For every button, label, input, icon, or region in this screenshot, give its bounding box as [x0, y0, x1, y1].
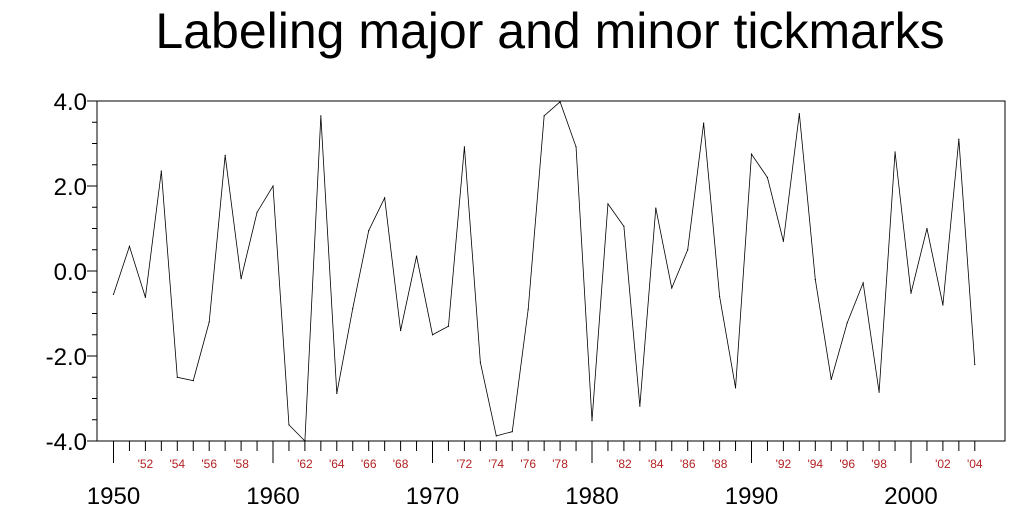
- chart-title: Labeling major and minor tickmarks: [155, 3, 945, 59]
- x-minor-tick-label: '62: [297, 457, 313, 471]
- data-point: [734, 387, 737, 389]
- data-point: [463, 146, 465, 148]
- plot-frame: [96, 100, 1006, 442]
- data-point: [878, 391, 880, 393]
- data-point: [479, 361, 481, 363]
- data-point: [862, 282, 864, 284]
- data-point: [942, 304, 944, 306]
- x-minor-tick-label: '72: [457, 457, 473, 471]
- data-point: [176, 376, 178, 378]
- x-major-tick-label: 1990: [725, 483, 778, 510]
- x-minor-tick-label: '52: [138, 457, 154, 471]
- y-tick-label: 2.0: [54, 174, 87, 201]
- x-minor-tick-label: '68: [393, 457, 409, 471]
- x-axis: 1950 1960 1970 1980 1990 2000 '52 '54 '56 '58 '62 '…: [87, 441, 983, 510]
- data-point: [798, 113, 800, 115]
- data-point: [352, 307, 354, 309]
- data-point: [384, 197, 386, 199]
- x-minor-tick-label: '96: [839, 457, 855, 471]
- x-minor-tick-label: '76: [520, 457, 536, 471]
- x-major-tick-label: 1950: [87, 483, 140, 510]
- data-point: [559, 101, 561, 103]
- data-point: [208, 321, 210, 323]
- data-point: [894, 151, 896, 153]
- y-tick-label: 4.0: [54, 89, 87, 116]
- data-point: [320, 115, 322, 117]
- data-point: [607, 203, 609, 205]
- data-point: [240, 278, 242, 280]
- data-point: [224, 154, 226, 156]
- data-point: [687, 249, 689, 251]
- data-point: [671, 287, 673, 289]
- data-point: [814, 278, 816, 281]
- data-point: [974, 363, 976, 366]
- data-point: [703, 122, 705, 124]
- data-point: [400, 329, 402, 332]
- data-point: [719, 295, 721, 298]
- y-tick-label: 0.0: [54, 259, 87, 286]
- x-minor-tick-label: '74: [488, 457, 504, 471]
- x-minor-tick-label: '54: [169, 457, 185, 471]
- data-point: [415, 255, 418, 257]
- data-point: [910, 292, 912, 294]
- x-minor-tick-label: '88: [712, 457, 728, 471]
- x-minor-tick-label: '56: [201, 457, 217, 471]
- data-point: [766, 176, 769, 179]
- data-point: [639, 405, 641, 407]
- y-tick-label: -2.0: [46, 344, 87, 371]
- data-point: [926, 227, 928, 230]
- x-minor-tick-label: '86: [680, 457, 696, 471]
- data-point: [368, 230, 370, 232]
- x-minor-tick-label: '04: [967, 457, 983, 471]
- x-minor-tick-label: '02: [935, 457, 951, 471]
- data-point: [431, 334, 434, 336]
- data-point: [144, 296, 146, 298]
- x-minor-tick-label: '84: [648, 457, 664, 471]
- x-minor-tick-label: '66: [361, 457, 377, 471]
- series-line: [113, 101, 976, 442]
- data-point: [830, 378, 832, 380]
- data-point: [495, 435, 497, 437]
- data-point: [288, 424, 290, 426]
- x-major-tick-label: 2000: [884, 483, 937, 510]
- data-point: [623, 225, 625, 227]
- y-axis: 4.0 2.0 0.0 -2.0 -4.0: [46, 89, 97, 456]
- x-minor-tick-label: '58: [233, 457, 249, 471]
- data-point: [782, 240, 785, 242]
- data-point: [575, 146, 577, 148]
- data-point: [750, 153, 753, 155]
- x-minor-tick-label: '78: [552, 457, 568, 471]
- data-point: [256, 211, 258, 213]
- data-point: [527, 308, 529, 310]
- data-point: [128, 245, 131, 247]
- data-point: [272, 185, 274, 187]
- data-points: [112, 101, 976, 442]
- x-major-tick-label: 1960: [246, 483, 299, 510]
- data-point: [336, 392, 338, 394]
- data-point: [304, 440, 306, 442]
- data-point: [958, 138, 960, 140]
- y-tick-label: -4.0: [46, 429, 87, 456]
- x-major-tick-label: 1980: [565, 483, 618, 510]
- data-point: [160, 170, 162, 172]
- data-point: [591, 420, 593, 422]
- data-point: [846, 322, 848, 324]
- x-minor-tick-label: '64: [329, 457, 345, 471]
- data-point: [511, 431, 513, 433]
- data-point: [543, 115, 545, 117]
- data-point: [112, 293, 115, 295]
- x-minor-tick-label: '92: [776, 457, 792, 471]
- x-minor-tick-label: '98: [871, 457, 887, 471]
- x-minor-tick-label: '82: [616, 457, 632, 471]
- data-point: [655, 207, 657, 209]
- data-point: [447, 325, 450, 327]
- x-major-tick-label: 1970: [406, 483, 459, 510]
- data-point: [192, 380, 194, 382]
- x-minor-tick-label: '94: [807, 457, 823, 471]
